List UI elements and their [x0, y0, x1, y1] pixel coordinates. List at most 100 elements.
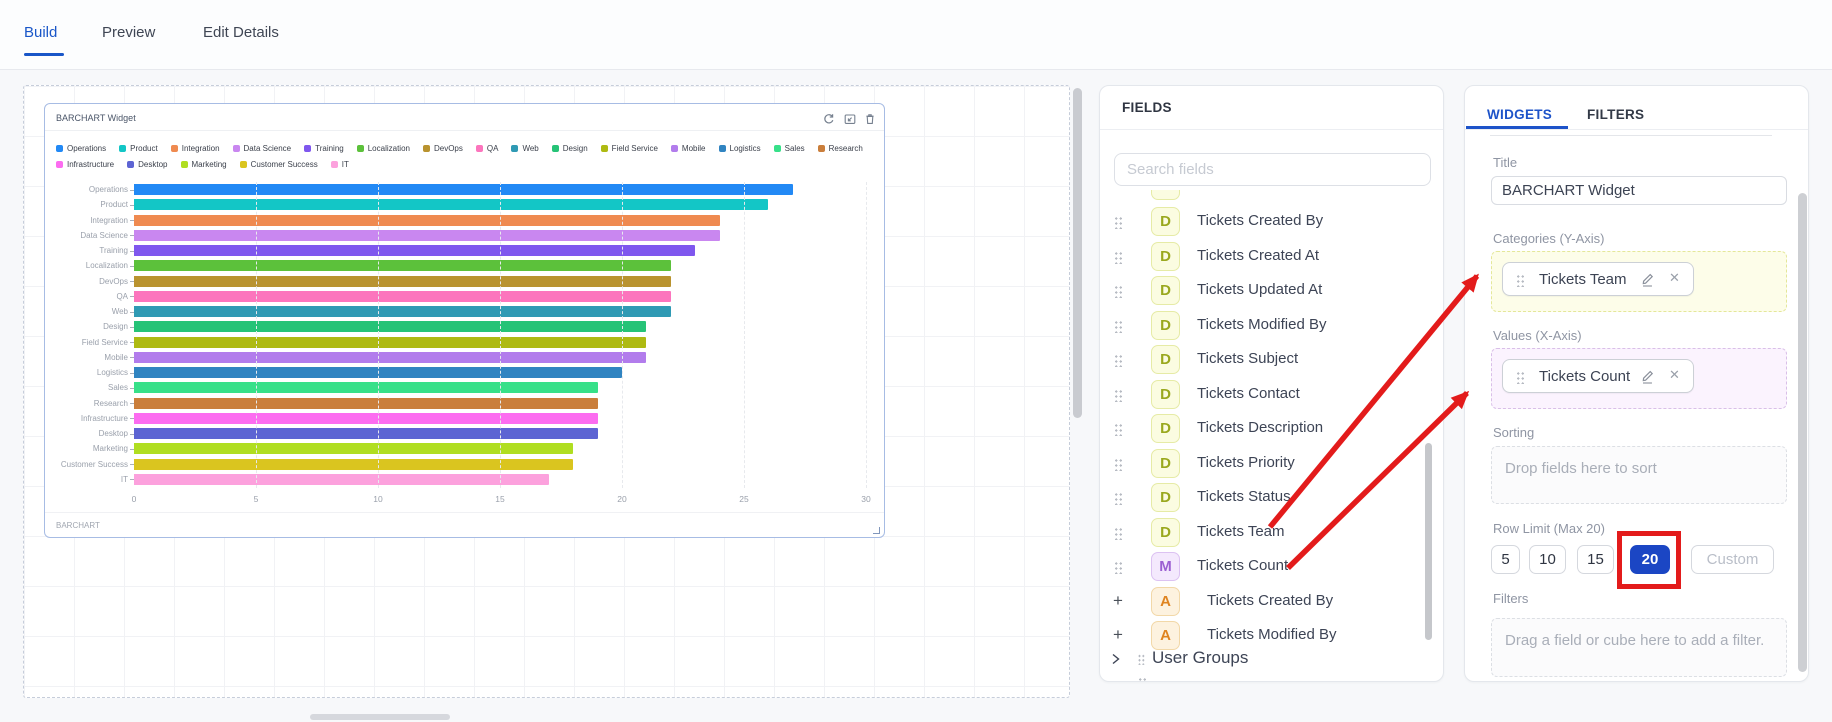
field-row-tickets-modified-by[interactable]: + A Tickets Modified By [1100, 619, 1424, 653]
drag-handle-icon[interactable] [1114, 560, 1122, 574]
tab-build[interactable]: Build [24, 24, 58, 41]
legend-item[interactable]: Field Service [600, 144, 658, 153]
drag-handle-icon[interactable] [1137, 653, 1145, 665]
tab-filters[interactable]: FILTERS [1587, 107, 1645, 122]
edit-icon[interactable] [1640, 369, 1655, 385]
field-row-tickets-team[interactable]: D Tickets Team [1100, 516, 1424, 550]
field-row-tickets-description[interactable]: D Tickets Description [1100, 412, 1424, 446]
legend-item[interactable]: Desktop [127, 160, 168, 169]
field-row-tickets-modified-by[interactable]: D Tickets Modified By [1100, 309, 1424, 343]
bar[interactable] [134, 245, 696, 257]
bar[interactable] [134, 290, 671, 302]
legend-item[interactable]: Operations [56, 144, 106, 153]
tab-edit-details[interactable]: Edit Details [203, 24, 279, 41]
add-icon[interactable]: + [1113, 590, 1123, 610]
drag-handle-icon[interactable] [1114, 525, 1122, 540]
horizontal-scrollbar[interactable] [310, 714, 450, 720]
drag-handle-icon[interactable] [1114, 318, 1122, 333]
bar[interactable] [134, 397, 598, 409]
bar[interactable] [134, 336, 647, 348]
widget-resize-handle[interactable] [873, 527, 880, 534]
tab-widgets[interactable]: WIDGETS [1487, 107, 1553, 122]
bar[interactable] [134, 306, 671, 318]
bar[interactable] [134, 321, 647, 333]
legend-item[interactable]: Mobile [670, 144, 706, 153]
canvas-scrollbar[interactable] [1073, 88, 1082, 418]
legend-item[interactable]: Product [119, 144, 158, 153]
legend-item[interactable]: Research [817, 144, 863, 153]
drag-handle-icon[interactable] [1114, 491, 1122, 505]
fields-scrollbar[interactable] [1425, 443, 1432, 640]
field-group-user-groups[interactable]: User Groups [1100, 646, 1424, 680]
legend-item[interactable]: QA [475, 144, 498, 153]
row-limit-custom-button[interactable]: Custom [1691, 545, 1774, 574]
bar[interactable] [134, 473, 549, 485]
legend-item[interactable]: Logistics [718, 144, 761, 153]
drag-handle-icon[interactable] [1114, 353, 1122, 367]
remove-icon[interactable]: ✕ [1669, 367, 1680, 382]
barchart-widget[interactable]: BARCHART Widget Operations Product Integra… [44, 103, 885, 538]
bar[interactable] [134, 229, 720, 241]
legend-item[interactable]: IT [330, 160, 349, 169]
edit-icon[interactable] [1640, 272, 1655, 288]
drag-handle-icon[interactable] [1516, 370, 1524, 384]
field-row-tickets-status[interactable]: D Tickets Status [1100, 481, 1424, 515]
field-row-tickets-contact[interactable]: D Tickets Contact [1100, 378, 1424, 412]
legend-item[interactable]: Sales [773, 144, 805, 153]
widgets-scrollbar[interactable] [1798, 193, 1807, 672]
field-row-tickets-created-by[interactable]: D Tickets Created By [1100, 205, 1424, 239]
bar[interactable] [134, 428, 598, 440]
bar[interactable] [134, 458, 574, 470]
tab-preview[interactable]: Preview [102, 24, 156, 41]
refresh-icon[interactable] [822, 112, 836, 126]
trash-icon[interactable] [863, 112, 877, 126]
drag-handle-icon[interactable] [1516, 273, 1524, 287]
drag-handle-icon[interactable] [1114, 422, 1122, 436]
row-limit-10-button[interactable]: 10 [1529, 545, 1566, 574]
field-row-tickets-created-by[interactable]: + A Tickets Created By [1100, 585, 1424, 619]
filters-drop-zone[interactable]: Drag a field or cube here to add a filte… [1491, 618, 1787, 677]
search-input[interactable] [1114, 153, 1431, 186]
legend-item[interactable]: Customer Success [239, 160, 318, 169]
bar[interactable] [134, 184, 793, 196]
legend-item[interactable]: Integration [170, 144, 220, 153]
legend-item[interactable]: Localization [356, 144, 410, 153]
field-row-tickets-count[interactable]: M Tickets Count [1100, 550, 1424, 584]
bar[interactable] [134, 382, 598, 394]
values-field-pill[interactable]: Tickets Count ✕ [1502, 359, 1694, 393]
row-limit-20-button[interactable]: 20 [1630, 545, 1670, 574]
field-row-tickets-updated-at[interactable]: D Tickets Updated At [1100, 274, 1424, 308]
field-row-tickets-created-at[interactable]: D Tickets Created At [1100, 240, 1424, 274]
remove-icon[interactable]: ✕ [1669, 270, 1680, 285]
row-limit-15-button[interactable]: 15 [1577, 545, 1614, 574]
expand-icon[interactable] [843, 112, 857, 126]
bar[interactable] [134, 275, 671, 287]
bar[interactable] [134, 214, 720, 226]
drag-handle-icon[interactable] [1114, 249, 1122, 264]
chevron-right-icon[interactable] [1108, 652, 1122, 671]
values-drop-zone[interactable]: Tickets Count ✕ [1491, 348, 1787, 409]
row-limit-5-button[interactable]: 5 [1491, 545, 1520, 574]
legend-item[interactable]: Marketing [180, 160, 227, 169]
drag-handle-icon[interactable] [1114, 387, 1122, 402]
bar[interactable] [134, 443, 574, 455]
legend-item[interactable]: Training [304, 144, 344, 153]
drag-handle-icon[interactable] [1114, 456, 1122, 471]
legend-item[interactable]: Data Science [232, 144, 291, 153]
sorting-drop-zone[interactable]: Drop fields here to sort [1491, 446, 1787, 504]
bar[interactable] [134, 351, 647, 363]
drag-handle-icon[interactable] [1114, 215, 1122, 229]
widget-title-input[interactable] [1491, 176, 1787, 205]
legend-item[interactable]: Web [511, 144, 539, 153]
drag-handle-icon[interactable] [1114, 284, 1122, 298]
add-icon[interactable]: + [1113, 625, 1123, 644]
legend-item[interactable]: DevOps [422, 144, 463, 153]
field-row-tickets-priority[interactable]: D Tickets Priority [1100, 447, 1424, 481]
bar[interactable] [134, 260, 671, 272]
legend-item[interactable]: Design [551, 144, 588, 153]
legend-item[interactable]: Infrastructure [56, 160, 114, 169]
field-row-tickets-subject[interactable]: D Tickets Subject [1100, 343, 1424, 377]
bar[interactable] [134, 412, 598, 424]
categories-field-pill[interactable]: Tickets Team ✕ [1502, 262, 1694, 296]
categories-drop-zone[interactable]: Tickets Team ✕ [1491, 251, 1787, 312]
